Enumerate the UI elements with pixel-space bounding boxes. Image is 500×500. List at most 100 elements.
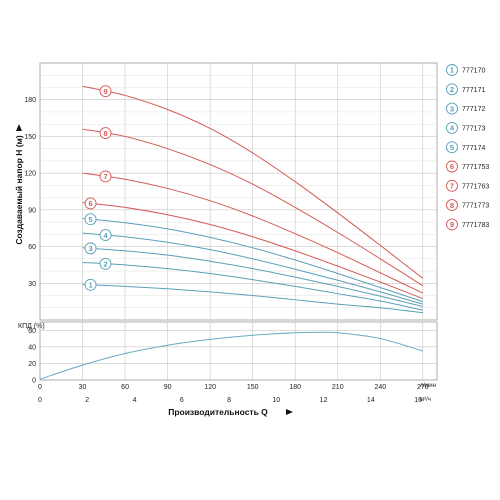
legend-marker-number: 7 xyxy=(450,182,454,191)
series-marker-circle xyxy=(84,242,97,255)
legend-item-7: 7 7771763 xyxy=(446,179,489,192)
series-marker-1: 1 xyxy=(84,278,97,291)
series-marker-number: 2 xyxy=(103,260,107,269)
series-marker-circle xyxy=(84,278,97,291)
series-marker-9: 9 xyxy=(99,85,112,98)
x-tick-label-lmin: 0 xyxy=(38,384,42,391)
series-marker-number: 7 xyxy=(103,172,107,181)
x-axis-title: Производительность Q xyxy=(168,407,268,417)
series-line-7771773 xyxy=(82,128,424,287)
legend-label: 777172 xyxy=(462,106,485,113)
series-line-777172 xyxy=(82,247,423,308)
series-marker-7: 7 xyxy=(99,170,112,183)
legend-label: 7771773 xyxy=(462,203,489,210)
y-axis-title-efficiency: КПД (%) xyxy=(18,323,45,330)
x-axis-unit-m3h: м³/ч xyxy=(420,397,431,403)
x-tick-label-lmin: 210 xyxy=(332,384,344,391)
x-tick-label-m3h: 4 xyxy=(133,397,137,404)
series-line-777170 xyxy=(82,284,423,314)
legend-item-6: 6 7771753 xyxy=(446,160,489,173)
legend-item-5: 5 777174 xyxy=(446,141,485,154)
series-marker-number: 1 xyxy=(88,281,92,290)
series-line-777173 xyxy=(82,232,423,305)
legend-marker xyxy=(446,199,458,212)
head-plot-panel: 30 60 90 120 150 180 1 2 3 4 5 6 7 8 9 xyxy=(24,62,438,321)
series-marker-circle xyxy=(99,170,112,183)
x-tick-label-lmin: 30 xyxy=(79,384,87,391)
series-line-7771753 xyxy=(82,202,424,300)
legend-marker xyxy=(446,64,458,76)
x-tick-label-m3h: 0 xyxy=(38,397,42,404)
legend-label: 777173 xyxy=(462,126,485,133)
series-marker-5: 5 xyxy=(84,213,97,226)
series-line-7771783 xyxy=(82,85,424,279)
legend-marker-number: 8 xyxy=(450,201,454,210)
x-axis-unit-lmin: л/мин xyxy=(420,383,436,389)
legend-label: 7771783 xyxy=(462,222,489,229)
legend: 1 777170 2 777171 3 777172 4 777173 5 777174 6 7771… xyxy=(446,64,489,231)
series-line-7771763 xyxy=(82,172,424,294)
legend-item-2: 2 777171 xyxy=(446,83,485,96)
series-marker-6: 6 xyxy=(84,197,97,210)
series-line-777174 xyxy=(82,217,423,303)
x-tick-label-lmin: 60 xyxy=(121,384,129,391)
efficiency-plot-frame xyxy=(39,321,438,381)
legend-item-9: 9 7771783 xyxy=(446,218,489,231)
efficiency-curve xyxy=(39,331,423,380)
y-tick-label-head: 90 xyxy=(28,207,36,214)
y-tick-label-head: 120 xyxy=(24,171,36,178)
series-marker-circle xyxy=(84,213,97,226)
x-tick-label-m3h: 14 xyxy=(367,397,375,404)
x-tick-label-m3h: 10 xyxy=(272,397,280,404)
series-marker-2: 2 xyxy=(99,257,112,270)
legend-item-1: 1 777170 xyxy=(446,64,485,76)
series-marker-circle xyxy=(99,257,112,270)
series-marker-number: 4 xyxy=(103,231,108,240)
y-tick-label-head: 150 xyxy=(24,134,36,141)
series-marker-circle xyxy=(84,197,97,210)
x-axis-arrow-shape xyxy=(286,409,293,415)
series-marker-circle xyxy=(99,127,112,140)
y-axis-arrow-shape xyxy=(16,124,22,131)
y-tick-label-efficiency: 60 xyxy=(28,328,36,335)
legend-label: 7771763 xyxy=(462,183,489,190)
x-tick-label-lmin: 270 xyxy=(417,384,429,391)
y-tick-label-efficiency: 20 xyxy=(28,361,36,368)
series-marker-4: 4 xyxy=(99,229,112,242)
legend-marker-number: 2 xyxy=(450,85,454,94)
legend-marker xyxy=(446,141,458,154)
y-tick-label-head: 30 xyxy=(28,281,36,288)
y-tick-label-efficiency: 0 xyxy=(32,378,36,385)
legend-marker xyxy=(446,218,458,231)
series-marker-number: 3 xyxy=(88,244,92,253)
series-marker-8: 8 xyxy=(99,127,112,140)
x-tick-label-lmin: 180 xyxy=(289,384,301,391)
x-tick-label-m3h: 16 xyxy=(414,397,422,404)
x-tick-label-m3h: 2 xyxy=(85,397,89,404)
legend-marker-number: 3 xyxy=(450,104,454,113)
legend-marker-number: 4 xyxy=(450,124,455,133)
series-marker-number: 8 xyxy=(103,129,107,138)
legend-marker-number: 1 xyxy=(450,66,454,75)
y-tick-label-head: 180 xyxy=(24,97,36,104)
series-marker-circle xyxy=(99,85,112,98)
legend-item-4: 4 777173 xyxy=(446,121,485,134)
x-tick-label-m3h: 6 xyxy=(180,397,184,404)
legend-marker xyxy=(446,102,458,115)
head-plot-frame xyxy=(39,62,438,321)
series-marker-number: 9 xyxy=(103,87,107,96)
legend-marker-number: 5 xyxy=(450,143,454,152)
legend-item-3: 3 777172 xyxy=(446,102,485,115)
legend-label: 777174 xyxy=(462,145,485,152)
x-tick-label-lmin: 150 xyxy=(247,384,259,391)
legend-label: 7771753 xyxy=(462,164,489,171)
x-tick-label-lmin: 120 xyxy=(204,384,216,391)
x-tick-label-lmin: 240 xyxy=(374,384,386,391)
legend-marker xyxy=(446,83,458,96)
legend-marker xyxy=(446,121,458,134)
legend-label: 777170 xyxy=(462,68,485,75)
series-line-777171 xyxy=(82,261,423,311)
legend-marker-number: 6 xyxy=(450,162,454,171)
x-tick-label-m3h: 8 xyxy=(227,397,231,404)
series-marker-circle xyxy=(99,229,112,242)
